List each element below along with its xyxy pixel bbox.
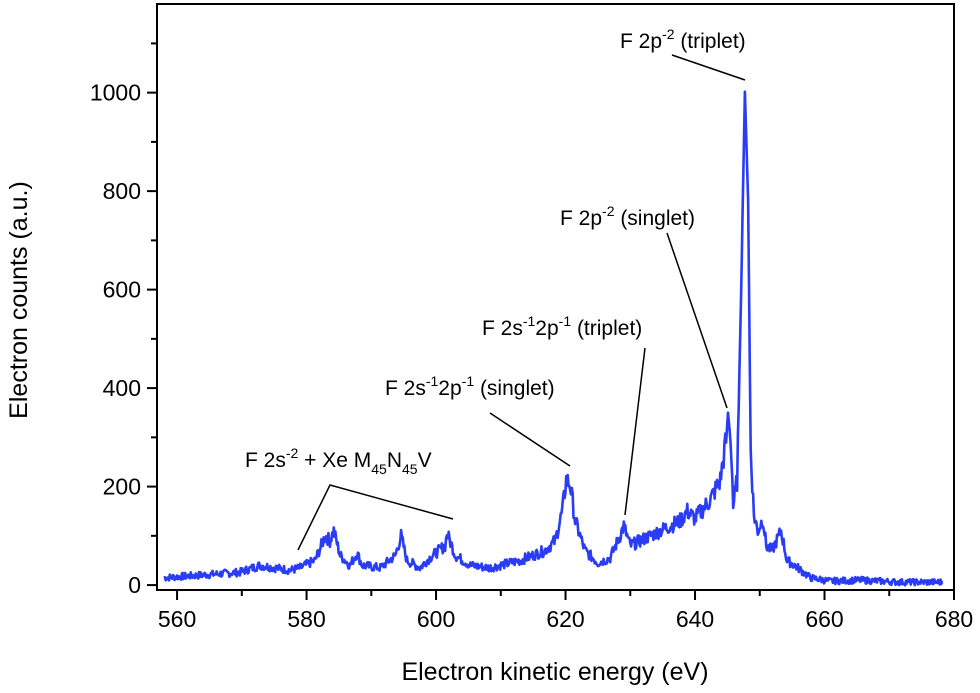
annotation-triplet-2p: F 2p-2 (triplet) [620,26,746,53]
annotation-part: (triplet) [571,317,642,340]
y-tick-label: 400 [103,375,141,401]
leader-line-2s2-xe [297,484,454,551]
annotations: F 2p-2 (triplet)F 2p-2 (singlet)F 2s-12p… [245,26,746,551]
series-layer [163,90,944,587]
x-axis-title: Electron kinetic energy (eV) [401,658,708,686]
annotation-part: V [418,449,432,472]
annotation-part: N [387,449,402,472]
y-axis-title: Electron counts (a.u.) [5,181,33,419]
annotation-part: -1 [462,373,475,389]
plot-frame [156,3,955,591]
x-tick-label: 600 [417,606,455,632]
annotation-part: 2p [438,377,461,400]
annotation-part: -2 [286,445,299,461]
annotation-part: -1 [426,373,439,389]
annotation-part: (singlet) [614,207,695,230]
annotation-triplet-2s2p: F 2s-12p-1 (triplet) [482,313,642,340]
y-tick-label: 800 [103,178,141,204]
y-tick-label: 1000 [90,80,141,106]
annotation-singlet-2p: F 2p-2 (singlet) [560,203,695,230]
leader-line-singlet-2p [666,232,728,409]
annotation-part: 2p [535,317,558,340]
x-tick-label: 640 [676,606,714,632]
annotation-part: -2 [662,26,675,42]
annotation-part: (triplet) [674,30,745,53]
annotation-part: 45 [402,461,418,477]
annotation-part: 45 [371,461,387,477]
x-tick-label: 680 [935,606,973,632]
annotation-part: (singlet) [474,377,555,400]
y-tick-label: 0 [128,572,141,598]
x-tick-label: 620 [546,606,584,632]
x-tick-label: 660 [805,606,843,632]
annotation-part: -2 [602,203,615,219]
axis-ticks: 560 580 600 620 640 660 680 0 200 400 600 800 1000 [90,42,973,632]
leader-line-singlet-2s2p [489,412,571,467]
annotation-part: F 2s [385,377,426,400]
annotation-2s2-xe: F 2s-2 + Xe M45N45V [245,445,432,477]
annotation-part: -1 [559,313,572,329]
y-tick-label: 600 [103,277,141,303]
y-tick-label: 200 [103,474,141,500]
annotation-part: F 2p [620,30,662,53]
annotation-part: F 2s [245,449,286,472]
series-line-0 [163,90,944,587]
annotation-part: F 2p [560,207,602,230]
leader-line-triplet-2s2p [624,347,646,516]
annotation-part: -1 [523,313,536,329]
annotation-part: + Xe M [298,449,371,472]
leader-line-triplet-2p [671,54,746,81]
annotation-part: F 2s [482,317,523,340]
x-tick-label: 560 [158,606,196,632]
x-tick-label: 580 [287,606,325,632]
annotation-singlet-2s2p: F 2s-12p-1 (singlet) [385,373,555,400]
